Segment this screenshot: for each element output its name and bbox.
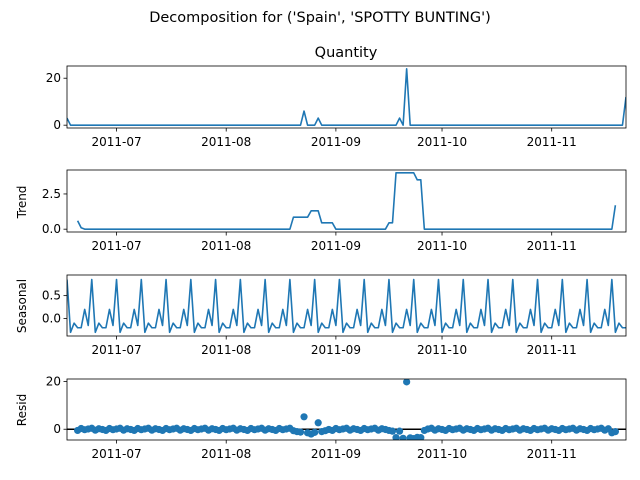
x-tick-label: 2011-08 bbox=[201, 135, 251, 149]
axes-frame bbox=[66, 378, 627, 441]
resid-point bbox=[403, 379, 411, 386]
resid-point bbox=[311, 428, 319, 436]
resid-point bbox=[395, 427, 404, 435]
plot-area bbox=[67, 68, 626, 126]
x-tick-label: 2011-11 bbox=[527, 343, 577, 357]
resid-point bbox=[611, 428, 619, 436]
x-tick-label: 2011-10 bbox=[417, 239, 467, 253]
series-line bbox=[76, 172, 617, 230]
x-tick-label: 2011-11 bbox=[527, 447, 577, 461]
seasonal-panel: 0.0 0.5 2011-07 2011-08 2011-09 2011-10 2011-1… bbox=[42, 274, 627, 357]
axes-frame bbox=[66, 274, 627, 337]
y-tick-label: 2.5 bbox=[42, 187, 61, 201]
y-tick-label: 0.5 bbox=[42, 289, 61, 303]
x-tick-label: 2011-09 bbox=[311, 239, 361, 253]
x-tick-label: 2011-11 bbox=[527, 239, 577, 253]
trend-panel: 0.0 2.5 2011-07 2011-08 2011-09 2011-10 2011-1… bbox=[42, 169, 627, 253]
resid-ylabel: Resid bbox=[15, 394, 29, 426]
resid-point bbox=[399, 434, 407, 440]
x-tick-label: 2011-08 bbox=[201, 239, 251, 253]
axes-frame bbox=[66, 65, 627, 129]
resid-point bbox=[314, 419, 322, 427]
x-tick-label: 2011-11 bbox=[527, 135, 577, 149]
seasonal-ylabel: Seasonal bbox=[15, 279, 29, 333]
plot-area bbox=[67, 278, 626, 334]
quantity-panel-title: Quantity bbox=[315, 45, 378, 61]
resid-point bbox=[300, 413, 308, 421]
trend-ylabel: Trend bbox=[15, 186, 29, 220]
quantity-panel: 0 20 2011-07 2011-08 2011-09 2011-10 2011-11 bbox=[46, 65, 627, 149]
y-tick-label: 0.0 bbox=[42, 222, 61, 236]
resid-point bbox=[417, 434, 425, 440]
resid-point bbox=[392, 434, 400, 440]
x-tick-label: 2011-09 bbox=[311, 343, 361, 357]
resid-point bbox=[388, 427, 397, 435]
y-tick-label: 0 bbox=[53, 422, 61, 436]
plot-area bbox=[67, 379, 626, 440]
x-tick-label: 2011-07 bbox=[91, 447, 141, 461]
series-line bbox=[67, 278, 626, 334]
y-tick-label: 20 bbox=[46, 71, 61, 85]
figure-suptitle: Decomposition for ('Spain', 'SPOTTY BUNT… bbox=[149, 10, 491, 26]
y-tick-label: 0 bbox=[53, 118, 61, 132]
x-tick-label: 2011-07 bbox=[91, 239, 141, 253]
x-tick-label: 2011-10 bbox=[417, 447, 467, 461]
x-tick-label: 2011-09 bbox=[311, 447, 361, 461]
y-tick-label: 0.0 bbox=[42, 312, 61, 326]
x-tick-label: 2011-08 bbox=[201, 343, 251, 357]
series-line bbox=[67, 68, 626, 126]
resid-panel: 0 20 2011-07 2011-08 2011-09 2011-10 2011-11 bbox=[46, 374, 627, 461]
y-tick-label: 20 bbox=[46, 374, 61, 388]
plot-area bbox=[76, 172, 617, 230]
x-tick-label: 2011-07 bbox=[91, 135, 141, 149]
x-tick-label: 2011-08 bbox=[201, 447, 251, 461]
x-tick-label: 2011-09 bbox=[311, 135, 361, 149]
resid-point bbox=[296, 428, 305, 436]
x-tick-label: 2011-07 bbox=[91, 343, 141, 357]
axes-frame bbox=[66, 169, 627, 233]
x-tick-label: 2011-10 bbox=[417, 343, 467, 357]
x-tick-label: 2011-10 bbox=[417, 135, 467, 149]
